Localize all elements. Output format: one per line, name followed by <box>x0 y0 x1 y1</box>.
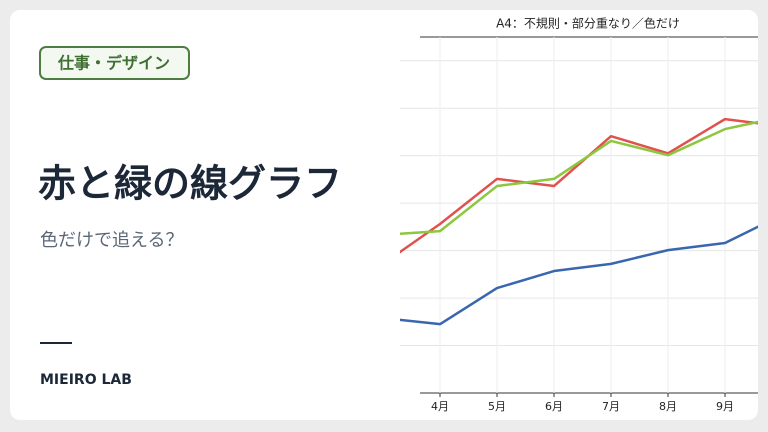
title: 赤と緑の線グラフ <box>38 162 342 206</box>
series-line <box>400 225 758 326</box>
tag: 仕事・デザイン <box>57 54 170 73</box>
brand: MIEIRO LAB <box>40 372 132 388</box>
series-line <box>400 120 758 236</box>
x-tick-label: 5月 <box>488 400 506 413</box>
plot <box>400 37 758 393</box>
x-tick-label: 9月 <box>716 400 734 413</box>
subtitle: 色だけで追える？ <box>40 230 183 251</box>
x-tick-label: 8月 <box>659 400 677 413</box>
x-tick-label: 7月 <box>602 400 620 413</box>
x-tick-label: 6月 <box>545 400 563 413</box>
card <box>10 10 758 420</box>
x-tick-label: 4月 <box>431 400 449 413</box>
chart-title: A4：不規則・部分重なり／色だけ <box>496 16 680 31</box>
tag-box <box>39 46 190 80</box>
